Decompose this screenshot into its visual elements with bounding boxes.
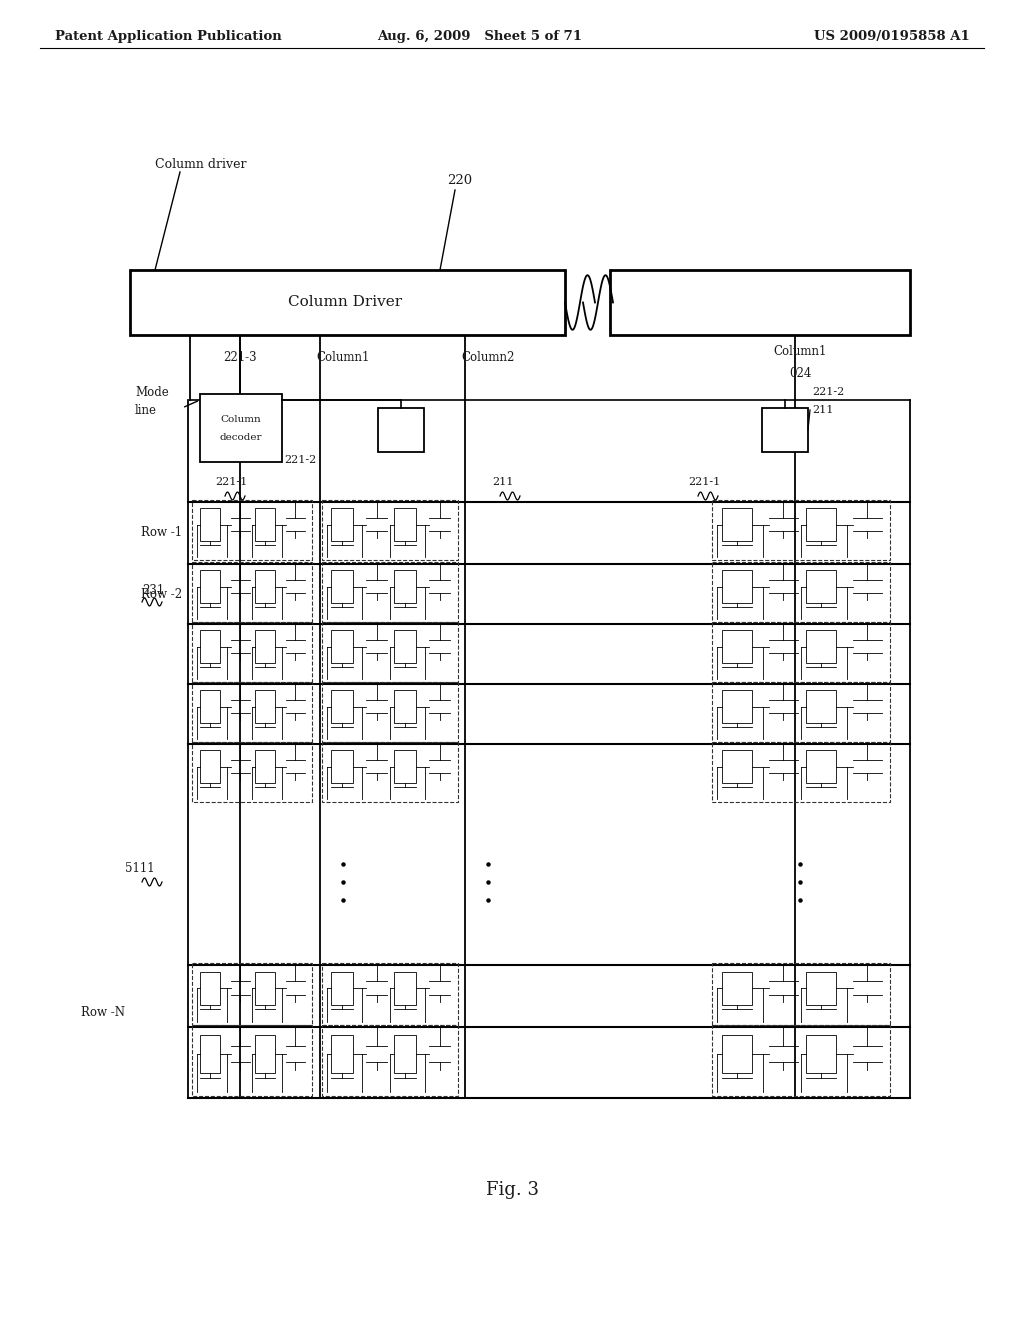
Bar: [806, 1035, 837, 1073]
Text: Aug. 6, 2009   Sheet 5 of 71: Aug. 6, 2009 Sheet 5 of 71: [378, 30, 583, 44]
Text: Row -2: Row -2: [141, 587, 182, 601]
Bar: [201, 1035, 220, 1073]
Bar: [722, 570, 753, 603]
Bar: [193, 1026, 312, 1096]
Bar: [712, 742, 890, 803]
Text: 221-3: 221-3: [223, 351, 257, 364]
Bar: [722, 508, 753, 541]
Bar: [201, 630, 220, 663]
Text: 231: 231: [142, 583, 164, 597]
Bar: [322, 964, 458, 1026]
Bar: [255, 690, 275, 723]
Text: Mode: Mode: [135, 385, 169, 399]
Text: Column1: Column1: [316, 351, 370, 364]
Bar: [722, 1035, 753, 1073]
Bar: [255, 972, 275, 1006]
Text: 221-2: 221-2: [284, 455, 316, 465]
Bar: [762, 408, 808, 451]
Bar: [394, 750, 417, 783]
Bar: [193, 562, 312, 622]
Text: Column1: Column1: [773, 345, 826, 358]
Bar: [394, 690, 417, 723]
Text: 221-2: 221-2: [812, 387, 844, 397]
Bar: [331, 570, 353, 603]
Text: US 2009/0195858 A1: US 2009/0195858 A1: [814, 30, 970, 44]
Bar: [722, 690, 753, 723]
Bar: [806, 690, 837, 723]
Text: Row -1: Row -1: [141, 525, 182, 539]
Text: 221-1: 221-1: [215, 477, 247, 487]
Bar: [322, 682, 458, 742]
Bar: [201, 750, 220, 783]
Bar: [331, 972, 353, 1006]
Bar: [722, 972, 753, 1006]
Bar: [331, 630, 353, 663]
Bar: [378, 408, 424, 451]
Text: Column: Column: [220, 416, 261, 425]
Bar: [806, 750, 837, 783]
Text: 211: 211: [492, 477, 513, 487]
Text: 024: 024: [788, 367, 811, 380]
Bar: [322, 562, 458, 622]
Bar: [806, 630, 837, 663]
Bar: [712, 500, 890, 560]
Bar: [322, 1026, 458, 1096]
Bar: [255, 570, 275, 603]
Bar: [331, 750, 353, 783]
Bar: [331, 508, 353, 541]
Bar: [394, 972, 417, 1006]
Bar: [394, 508, 417, 541]
Bar: [394, 1035, 417, 1073]
Text: Column2: Column2: [462, 351, 515, 364]
Bar: [712, 682, 890, 742]
Bar: [806, 972, 837, 1006]
Text: Row -N: Row -N: [81, 1006, 125, 1019]
Bar: [255, 750, 275, 783]
Text: Column Driver: Column Driver: [288, 296, 402, 309]
Bar: [806, 570, 837, 603]
Bar: [201, 972, 220, 1006]
Bar: [255, 508, 275, 541]
Bar: [193, 742, 312, 803]
Bar: [255, 630, 275, 663]
Text: decoder: decoder: [220, 433, 262, 442]
Text: 221-1: 221-1: [688, 477, 720, 487]
Text: 211: 211: [812, 405, 834, 414]
Text: Patent Application Publication: Patent Application Publication: [55, 30, 282, 44]
Bar: [322, 500, 458, 560]
Bar: [193, 682, 312, 742]
Bar: [200, 393, 282, 462]
Bar: [712, 964, 890, 1026]
Bar: [322, 742, 458, 803]
Bar: [201, 508, 220, 541]
Bar: [201, 570, 220, 603]
Bar: [331, 690, 353, 723]
Bar: [722, 750, 753, 783]
Bar: [193, 964, 312, 1026]
Bar: [193, 622, 312, 682]
Bar: [610, 271, 910, 335]
Bar: [394, 570, 417, 603]
Text: 5111: 5111: [125, 862, 155, 875]
Bar: [322, 622, 458, 682]
Bar: [130, 271, 565, 335]
Bar: [722, 630, 753, 663]
Text: line: line: [135, 404, 157, 417]
Text: Fig. 3: Fig. 3: [485, 1181, 539, 1199]
Bar: [201, 690, 220, 723]
Bar: [712, 1026, 890, 1096]
Bar: [331, 1035, 353, 1073]
Bar: [712, 622, 890, 682]
Text: 220: 220: [447, 173, 472, 186]
Bar: [806, 508, 837, 541]
Bar: [193, 500, 312, 560]
Bar: [712, 562, 890, 622]
Bar: [255, 1035, 275, 1073]
Bar: [394, 630, 417, 663]
Text: Column driver: Column driver: [155, 158, 247, 172]
